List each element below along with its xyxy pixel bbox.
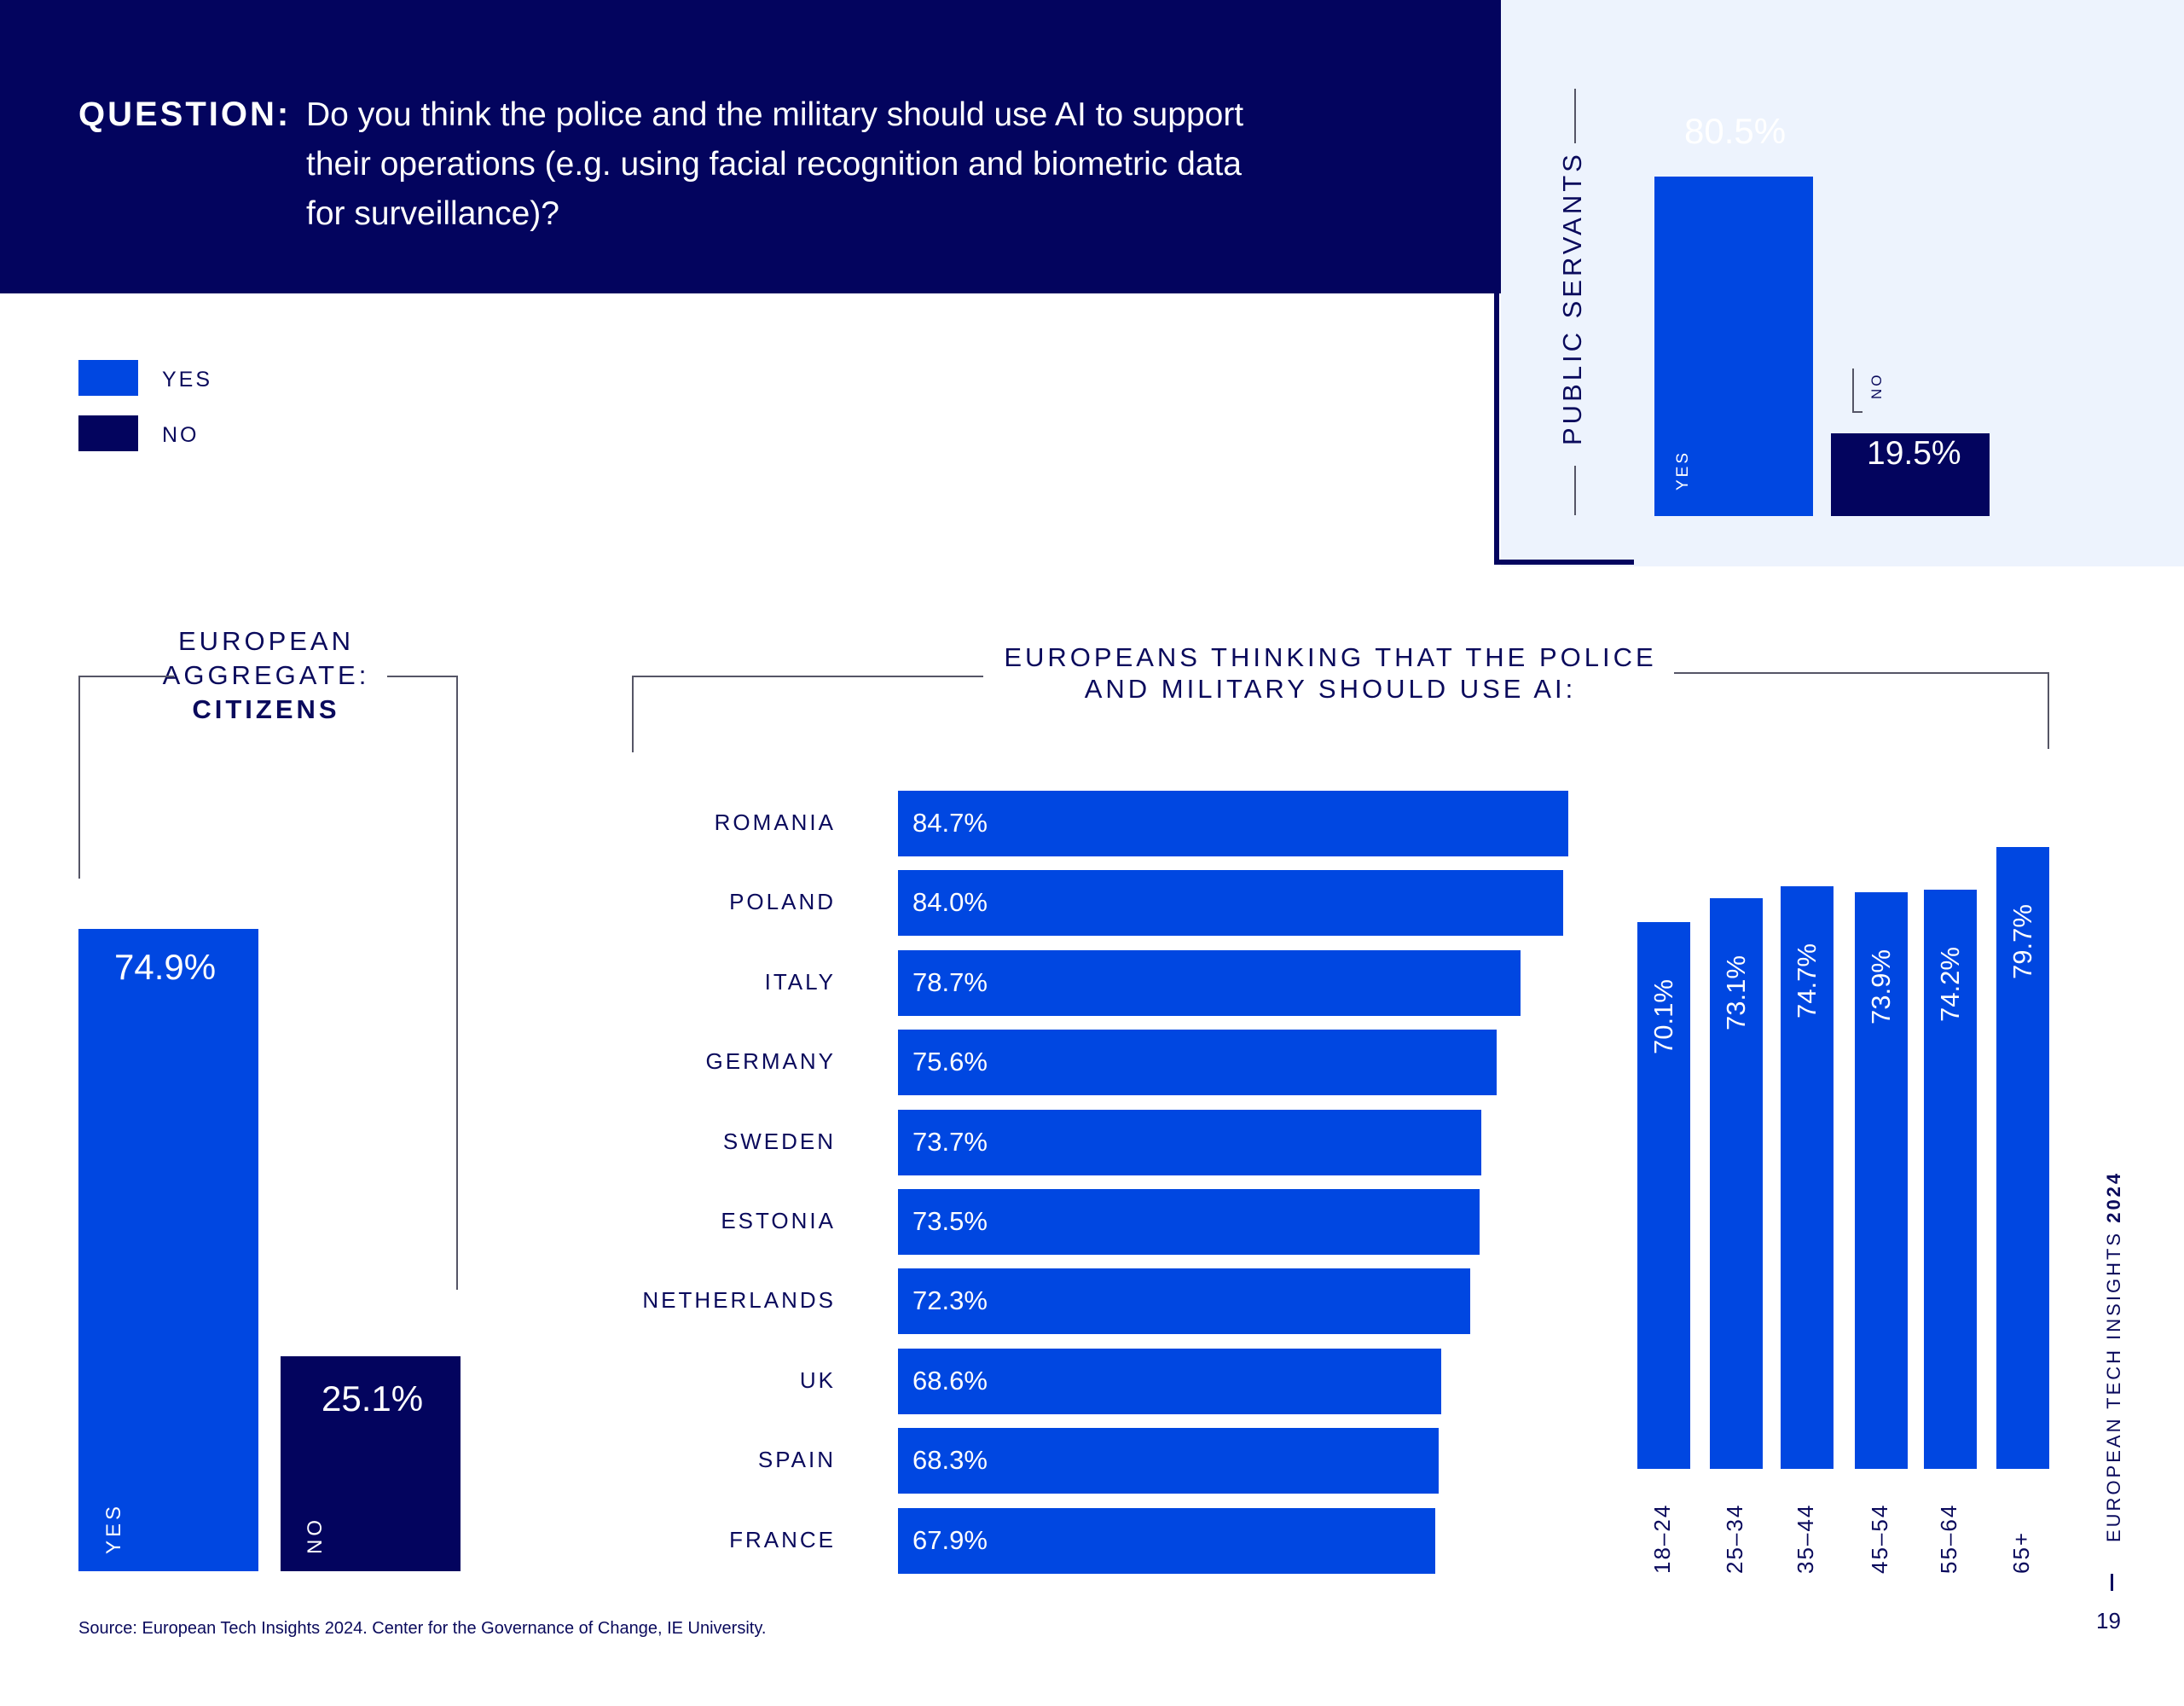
question-header [0, 0, 1501, 293]
source-note: Source: European Tech Insights 2024. Cen… [78, 1619, 767, 1638]
public-servants-no-value: 19.5% [1867, 435, 1961, 472]
country-bar [898, 870, 1563, 937]
citizens-bracket-right [456, 676, 458, 1290]
public-servants-yes-value: 80.5% [1684, 111, 1787, 151]
country-value: 68.3% [912, 1445, 988, 1476]
citizens-bracket-left [78, 676, 80, 879]
age-bar [1924, 890, 1977, 1469]
panel-frame-left [1494, 293, 1499, 565]
country-bar [898, 1507, 1436, 1574]
country-label: SWEDEN [722, 1128, 836, 1154]
age-label: 65+ [2008, 1530, 2034, 1574]
age-label: 35–44 [1793, 1503, 1818, 1574]
country-value: 84.0% [912, 887, 988, 918]
citizens-no-value: 25.1% [322, 1378, 424, 1419]
country-value: 67.9% [912, 1524, 988, 1555]
country-bar [898, 1109, 1481, 1175]
legend-no-swatch [78, 415, 138, 451]
country-value: 72.3% [912, 1285, 988, 1316]
question-label: QUESTION: [78, 96, 292, 133]
age-value: 74.7% [1792, 943, 1822, 1018]
citizens-yes-label: YES [102, 1502, 125, 1554]
question-line: Do you think the police and the military… [306, 96, 1244, 133]
citizens-yes-value: 74.9% [114, 947, 217, 987]
country-bar [898, 791, 1568, 856]
side-title: EUROPEAN TECH INSIGHTS 2024 [2103, 1171, 2125, 1542]
ps-no-tick [1852, 368, 1854, 413]
ps-no-tick-foot [1852, 411, 1862, 413]
side-title-rule [2111, 1574, 2113, 1591]
legend-yes-swatch [78, 360, 138, 396]
country-label: FRANCE [729, 1526, 836, 1552]
ps-heading-rule-bottom [1574, 466, 1576, 515]
age-label: 25–34 [1722, 1503, 1747, 1574]
country-label: ROMANIA [714, 809, 836, 835]
question-line: their operations (e.g. using facial reco… [306, 146, 1242, 183]
country-value: 73.7% [912, 1126, 988, 1157]
citizens-bracket-top-right [387, 676, 458, 677]
age-value: 79.7% [2007, 904, 2037, 979]
side-title-year: 2024 [2103, 1170, 2124, 1223]
country-label: ESTONIA [721, 1208, 836, 1233]
age-label: 45–54 [1867, 1503, 1892, 1574]
countries-heading-line2: AND MILITARY SHOULD USE AI: [1084, 674, 1577, 704]
country-value: 78.7% [912, 966, 988, 997]
question-text: Do you think the police and the military… [306, 90, 1432, 239]
ps-heading-rule-top [1574, 89, 1576, 143]
countries-bracket-left [632, 676, 634, 752]
legend-no-label: NO [162, 423, 200, 447]
citizens-bracket-top-left [78, 676, 174, 677]
citizens-yes-bar [78, 929, 258, 1571]
citizens-no-bar [281, 1355, 461, 1571]
question-line: for surveillance)? [306, 195, 559, 232]
public-servants-no-label: NO [1868, 372, 1885, 400]
public-servants-yes-bar [1654, 176, 1813, 516]
country-label: SPAIN [757, 1447, 836, 1473]
country-bar [898, 949, 1521, 1016]
public-servants-heading: PUBLIC SERVANTS [1557, 151, 1587, 445]
country-label: UK [799, 1367, 836, 1393]
country-label: NETHERLANDS [642, 1287, 836, 1314]
countries-bracket-top-right [1674, 672, 2049, 674]
countries-heading-line1: EUROPEANS THINKING THAT THE POLICE [1004, 642, 1657, 672]
country-label: ITALY [764, 968, 836, 995]
age-value: 74.2% [1935, 947, 1965, 1023]
citizens-no-label: NO [304, 1517, 327, 1554]
country-bar [898, 1189, 1480, 1255]
age-bar [1637, 921, 1690, 1469]
country-label: GERMANY [705, 1048, 836, 1075]
panel-frame-bottom [1494, 560, 1634, 565]
side-title-main: EUROPEAN TECH INSIGHTS [2103, 1222, 2124, 1542]
public-servants-no-bar [1831, 433, 1990, 516]
countries-bracket-top-left [632, 676, 983, 677]
country-bar [898, 1268, 1470, 1335]
age-bar [1781, 885, 1834, 1469]
page-number: 19 [2096, 1608, 2121, 1633]
citizens-heading-line2: AGGREGATE: [162, 660, 370, 690]
country-value: 84.7% [912, 808, 988, 838]
age-bar [1855, 892, 1908, 1469]
age-value: 70.1% [1648, 978, 1678, 1054]
citizens-heading-line1: EUROPEAN [178, 626, 354, 656]
country-value: 68.6% [912, 1365, 988, 1396]
age-value: 73.1% [1721, 955, 1751, 1031]
country-bar [898, 1030, 1497, 1096]
citizens-heading-line3: CITIZENS [192, 694, 340, 724]
legend-yes-label: YES [162, 368, 213, 392]
age-bar [1710, 898, 1763, 1469]
country-value: 73.5% [912, 1206, 988, 1236]
age-label: 55–64 [1936, 1503, 1961, 1574]
countries-bracket-right [2048, 672, 2049, 749]
country-bar [898, 1348, 1441, 1414]
age-label: 18–24 [1649, 1503, 1675, 1574]
country-label: POLAND [729, 889, 836, 915]
age-value: 73.9% [1866, 949, 1896, 1025]
country-bar [898, 1428, 1439, 1494]
country-value: 75.6% [912, 1047, 988, 1077]
public-servants-yes-label: YES [1674, 450, 1692, 490]
age-bar [1996, 847, 2049, 1469]
